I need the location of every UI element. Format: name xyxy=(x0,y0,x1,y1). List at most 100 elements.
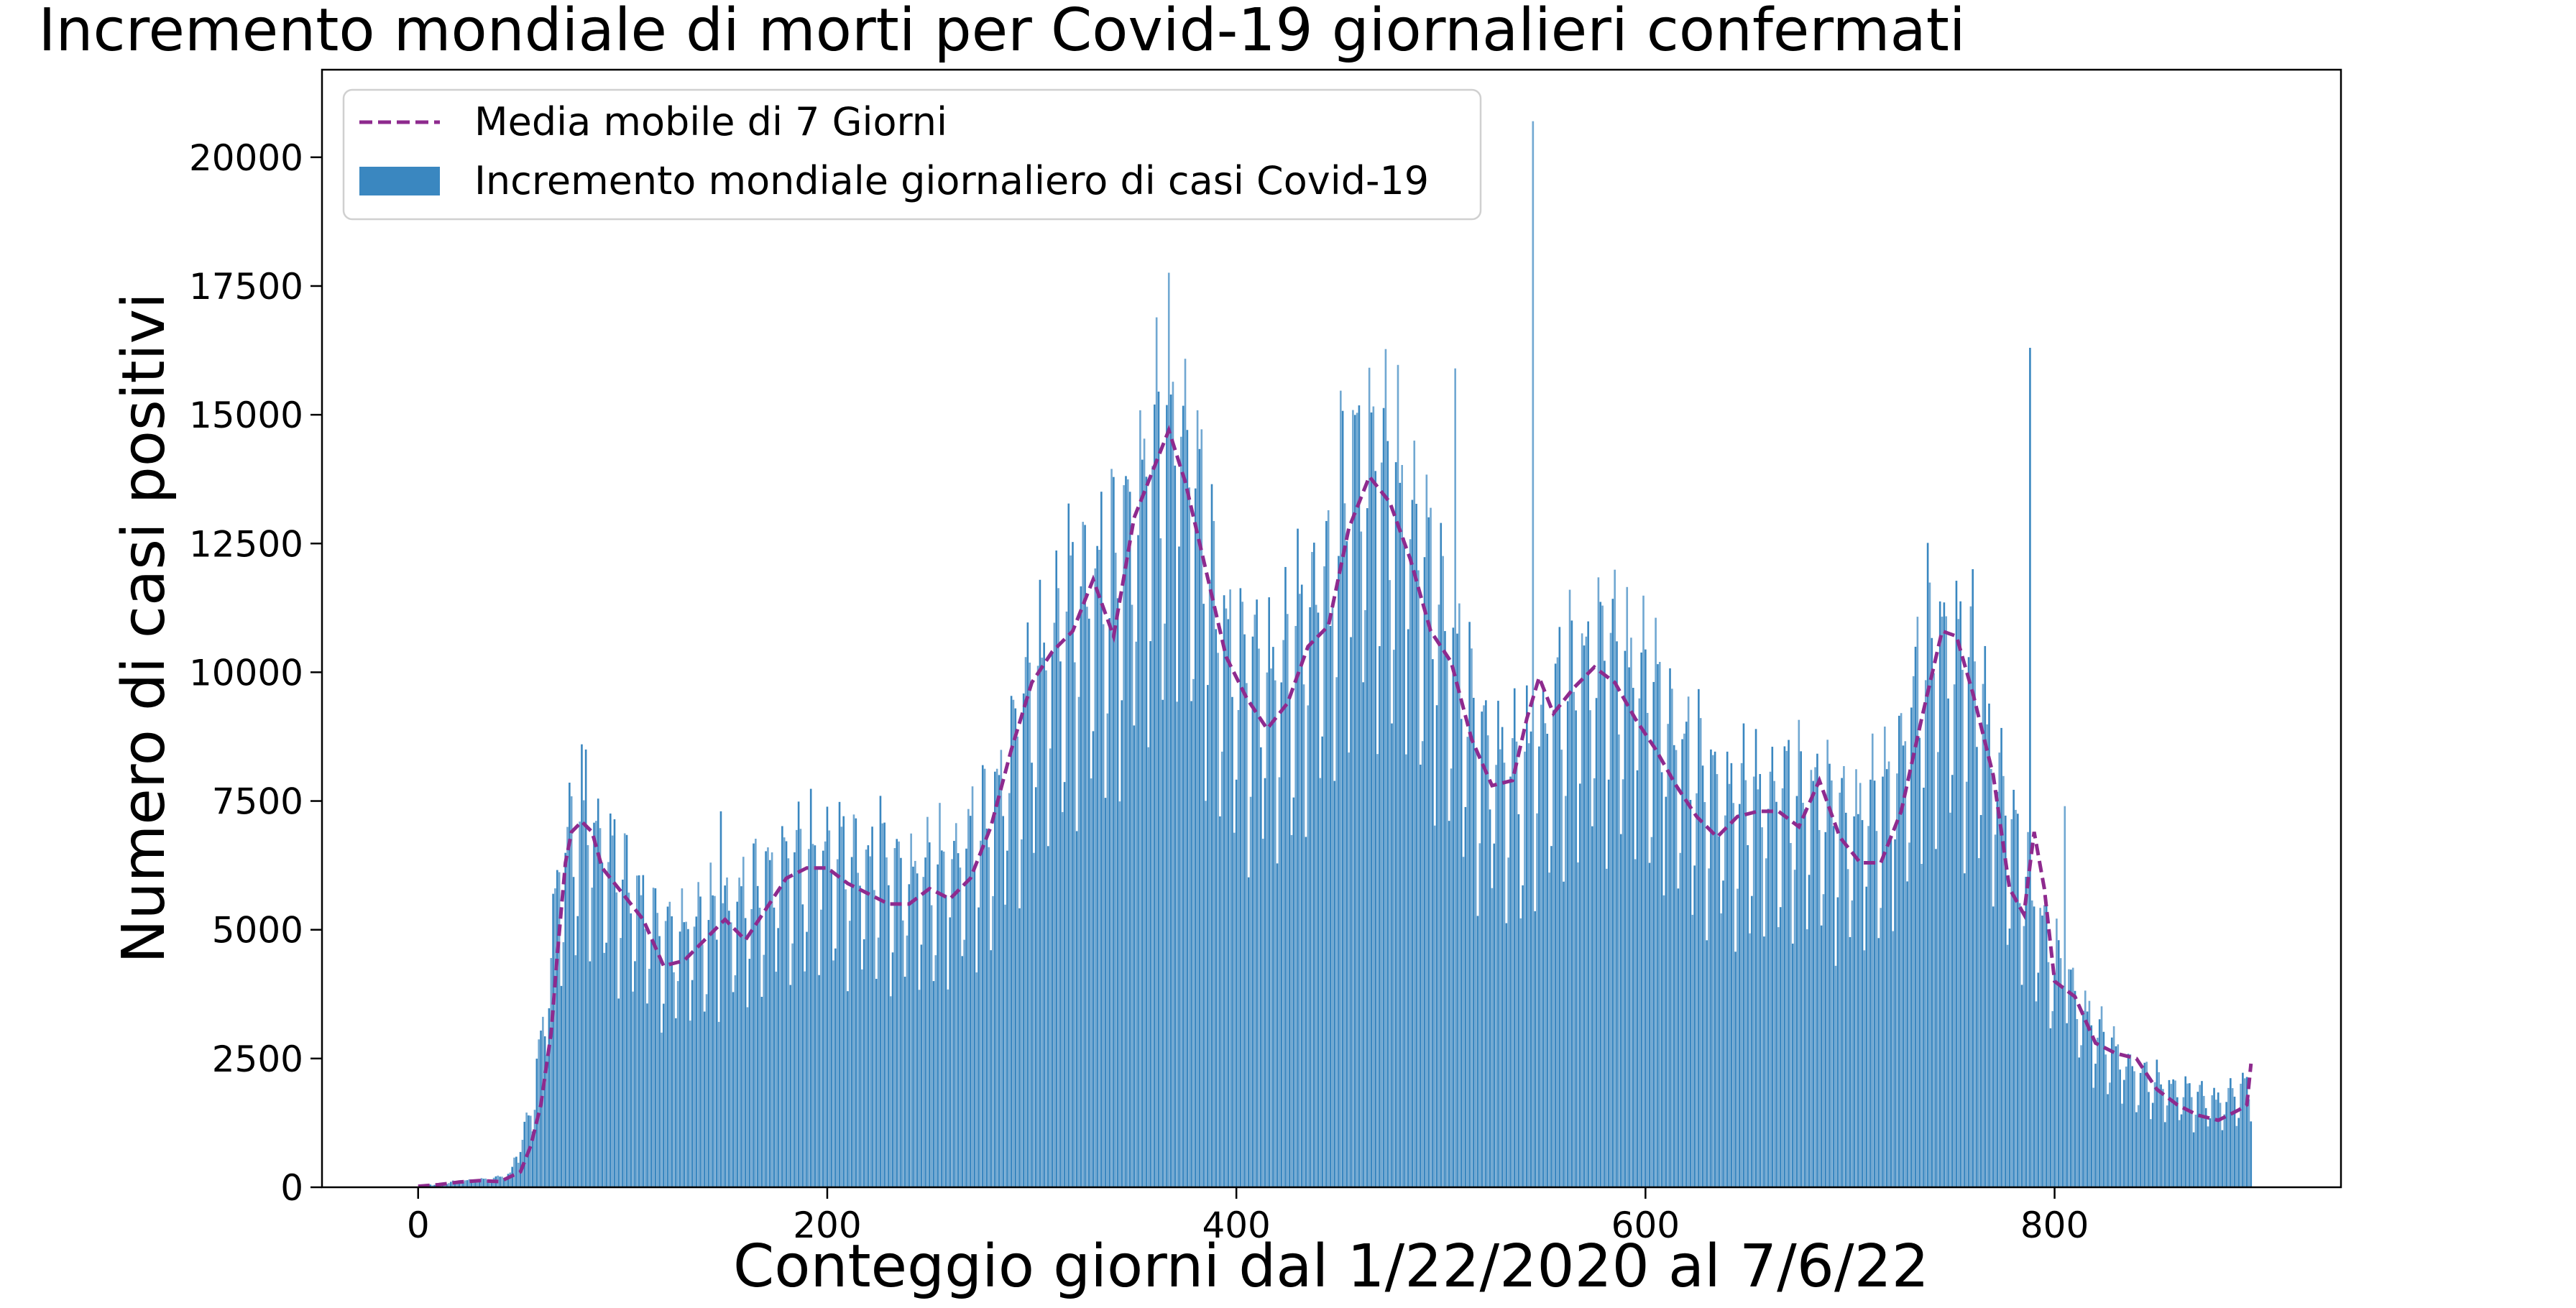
bar xyxy=(1681,739,1683,1187)
bar xyxy=(1162,699,1164,1187)
bar xyxy=(2064,806,2066,1187)
bar xyxy=(1517,814,1520,1187)
bar xyxy=(2168,1079,2171,1187)
bar xyxy=(1178,546,1180,1187)
bar xyxy=(1977,858,1980,1187)
bar xyxy=(1507,857,1509,1187)
bar xyxy=(1366,508,1368,1187)
bar xyxy=(742,857,745,1187)
bar xyxy=(1423,557,1426,1187)
bar xyxy=(1452,627,1455,1187)
bar xyxy=(1368,367,1371,1187)
bar xyxy=(1407,629,1409,1187)
bar xyxy=(1039,579,1041,1187)
bar xyxy=(922,877,925,1187)
bar xyxy=(1440,522,1443,1187)
bar xyxy=(562,942,565,1187)
bar xyxy=(1053,622,1056,1187)
bar xyxy=(1926,543,1929,1187)
bar xyxy=(1196,410,1199,1187)
bar xyxy=(920,944,923,1187)
bar xyxy=(1070,555,1072,1187)
bar xyxy=(1984,645,1987,1187)
bar xyxy=(2248,1099,2250,1187)
bar xyxy=(1793,870,1796,1187)
legend-label-daily-bars: Incremento mondiale giornaliero di casi … xyxy=(474,158,1429,203)
bar xyxy=(1055,551,1058,1187)
bar xyxy=(1941,617,1944,1187)
bar xyxy=(1887,761,1890,1187)
bar xyxy=(765,851,767,1187)
bar xyxy=(489,1182,491,1187)
bar xyxy=(971,786,974,1187)
bar xyxy=(732,992,735,1187)
bar xyxy=(1202,604,1205,1187)
bar xyxy=(2190,1097,2193,1187)
bar xyxy=(460,1183,462,1187)
bar xyxy=(2027,832,2029,1187)
bar xyxy=(650,940,653,1187)
bar xyxy=(472,1180,474,1187)
bar xyxy=(1967,657,1970,1187)
bar xyxy=(1031,763,1033,1187)
bar xyxy=(1696,793,1698,1187)
bar xyxy=(1619,834,1622,1187)
bar xyxy=(2189,1083,2191,1187)
bar xyxy=(1026,622,1029,1187)
bar xyxy=(722,903,724,1187)
bar xyxy=(1720,913,1722,1187)
bar xyxy=(794,852,796,1187)
bar xyxy=(900,857,902,1187)
bar xyxy=(820,909,822,1187)
bar xyxy=(1804,809,1806,1187)
bar xyxy=(1992,906,1995,1187)
bar xyxy=(1938,601,1941,1187)
bar xyxy=(1128,492,1131,1187)
bar xyxy=(2178,1120,2181,1187)
bar xyxy=(981,765,984,1187)
x-axis-ticks: 0 200 400 600 800 xyxy=(407,1187,2089,1246)
bar xyxy=(1744,780,1747,1187)
bar xyxy=(1884,726,1886,1187)
bar xyxy=(2092,1087,2094,1187)
bar xyxy=(1462,857,1465,1187)
bar xyxy=(1742,723,1745,1187)
bar xyxy=(906,935,908,1187)
legend-label-moving-average: Media mobile di 7 Giorni xyxy=(474,99,947,144)
bar xyxy=(1176,701,1178,1187)
bar xyxy=(1034,787,1037,1187)
bar xyxy=(1972,568,1974,1187)
bar xyxy=(1006,850,1008,1187)
bar xyxy=(1094,568,1097,1187)
bar xyxy=(1677,888,1680,1187)
bar xyxy=(1560,750,1563,1187)
bar xyxy=(1435,705,1438,1187)
bar xyxy=(2162,1089,2164,1187)
bar xyxy=(703,1011,706,1187)
bar xyxy=(666,906,669,1187)
bar xyxy=(1427,517,1430,1187)
bar xyxy=(903,977,906,1187)
bar xyxy=(1474,748,1477,1187)
bar xyxy=(1276,863,1279,1187)
bar xyxy=(852,814,855,1187)
bar xyxy=(1685,722,1688,1187)
bar xyxy=(2137,1105,2140,1187)
bar xyxy=(1503,763,1506,1187)
bar xyxy=(1524,751,1526,1187)
bar xyxy=(1765,858,1767,1187)
bar xyxy=(944,895,947,1187)
bar xyxy=(1851,900,1854,1187)
bar xyxy=(642,875,645,1187)
bar xyxy=(2071,967,2074,1187)
bar xyxy=(605,942,607,1187)
y-tick-label: 7500 xyxy=(212,781,303,823)
y-tick-label: 5000 xyxy=(212,910,303,952)
y-axis-label: Numero di casi positivi xyxy=(110,293,178,964)
bar xyxy=(791,943,794,1187)
bar xyxy=(1348,752,1350,1187)
bar xyxy=(1125,476,1127,1187)
bar xyxy=(2039,908,2041,1187)
bar xyxy=(1982,683,1984,1187)
bar xyxy=(2082,1010,2084,1187)
